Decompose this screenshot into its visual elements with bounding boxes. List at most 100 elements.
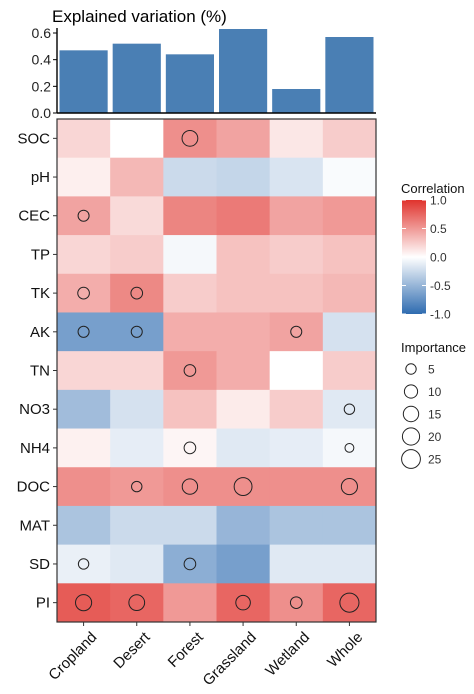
importance-marker [77,558,90,570]
heatmap-cell [322,157,377,197]
heatmap-cell [110,312,164,352]
heatmap-cell [216,467,271,507]
colorbar-tick-label: 1.0 [430,194,447,208]
heatmap-cell [322,196,377,236]
heatmap-cell [322,119,377,159]
heatmap-row-label: SD [29,556,50,573]
importance-legend-label: 25 [428,453,442,467]
bar-grassland [219,29,268,113]
heatmap-cell [110,273,164,313]
heatmap-cell [163,389,217,429]
heatmap-cell [322,428,377,468]
heatmap-row-label: TN [30,363,50,380]
importance-marker [235,594,251,611]
importance-marker [290,325,303,338]
importance-marker [181,129,199,147]
bar-y-tick-label: 0.0 [32,105,52,121]
importance-legend-circle [405,363,417,375]
bar-y-tick-label: 0.4 [32,52,52,68]
importance-marker [340,478,358,496]
importance-legend-circle [402,405,420,423]
heatmap-cell [269,467,324,507]
heatmap-row-label: SOC [17,130,50,147]
heatmap-cell [216,235,271,275]
heatmap-cell [57,351,111,391]
heatmap-col-label: Cropland [45,629,100,684]
importance-marker [181,478,199,495]
heatmap-cell [216,196,271,236]
heatmap-cell [57,389,111,429]
colorbar-tick-label: 0.0 [430,251,447,265]
heatmap-cell [216,583,271,623]
importance-marker [233,477,253,497]
heatmap-cell [163,196,217,236]
heatmap-cell [163,273,217,313]
heatmap-cell [57,467,111,507]
heatmap-row-label: MAT [19,517,50,534]
heatmap-col-label: Desert [110,628,154,672]
bar-desert [112,43,161,113]
heatmap-row-label: NO3 [19,401,50,418]
heatmap-cell [269,428,324,468]
heatmap-cell [110,467,164,507]
heatmap-cell [322,467,377,507]
heatmap-cell [57,273,111,313]
heatmap-cell [216,389,271,429]
heatmap-cell [216,505,271,546]
heatmap-cell [163,312,217,352]
heatmap-cell [322,351,377,391]
heatmap-cell [57,505,111,546]
heatmap-cell [216,273,271,313]
heatmap-cell [163,467,217,507]
colorbar-tick-label: -1.0 [430,308,451,322]
heatmap-cell [163,157,217,197]
importance-marker [131,480,143,493]
importance-marker [183,557,197,571]
heatmap-cell [322,583,377,623]
bar-whole [325,37,374,113]
correlation-legend-title: Correlation [401,181,465,196]
heatmap-cell [57,119,111,159]
heatmap-row-label: CEC [18,208,50,225]
heatmap-cell [322,235,377,275]
importance-marker [128,594,146,612]
heatmap-cell [110,196,164,236]
heatmap-row-label: AK [30,324,50,341]
importance-marker [343,403,356,415]
importance-marker [130,325,143,338]
heatmap-cell [110,119,164,159]
bar-forest [165,54,214,113]
heatmap-cell [57,157,111,197]
heatmap-cell [57,196,111,236]
heatmap-col-label: Wetland [262,629,313,680]
heatmap-cell [322,389,377,429]
heatmap-cell [269,389,324,429]
heatmap-cell [57,235,111,275]
heatmap-row-label: pH [31,169,50,186]
importance-legend-circle [401,449,421,469]
heatmap-col-label: Whole [324,629,366,671]
heatmap-cell [163,428,217,468]
heatmap-cell [269,119,324,159]
heatmap-cell [110,351,164,391]
heatmap-cell [163,544,217,584]
heatmap-cell [269,235,324,275]
heatmap-cell [216,119,271,159]
importance-marker [77,325,90,338]
colorbar-tick-label: -0.5 [430,279,451,293]
heatmap-cell [57,583,111,623]
heatmap-row-label: TP [31,246,50,263]
heatmap-cell [57,312,111,352]
heatmap-cell [216,312,271,352]
heatmap-cell [322,273,377,313]
heatmap-cell [269,157,324,197]
heatmap-cell [163,235,217,275]
heatmap-cell [110,389,164,429]
heatmap-cell [163,351,217,391]
heatmap-cell [110,544,164,584]
colorbar-tick-label: 0.5 [430,222,447,236]
importance-marker [183,441,197,455]
heatmap-cell [110,505,164,546]
heatmap-cell [269,312,324,352]
